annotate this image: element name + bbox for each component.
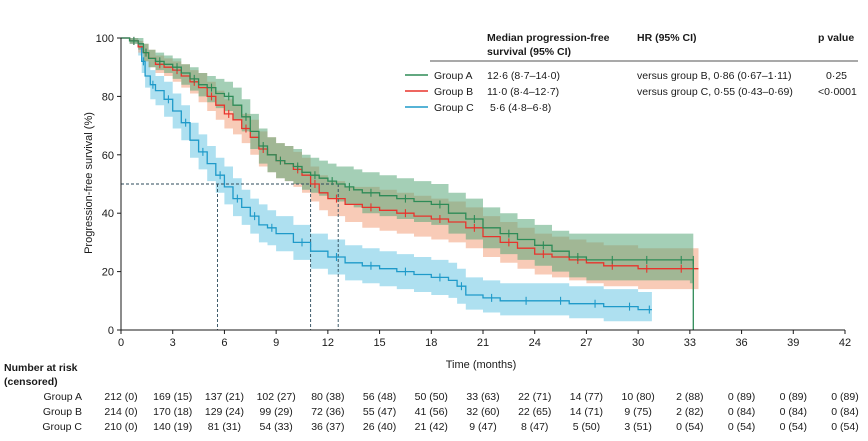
y-tick-label-3: 60 bbox=[102, 150, 114, 162]
risk-cell-group-c: 26 (40) bbox=[363, 421, 396, 433]
risk-label-group-a: Group A bbox=[43, 391, 82, 403]
risk-cell-group-a: 33 (63) bbox=[466, 391, 499, 403]
legend-p-group-a: 0·25 bbox=[826, 70, 847, 82]
risk-cell-group-c: 36 (37) bbox=[311, 421, 344, 433]
risk-cell-group-c: 0 (54) bbox=[728, 421, 755, 433]
y-tick-label-1: 20 bbox=[102, 267, 114, 279]
risk-table: Number at risk (censored) Group A Group … bbox=[4, 362, 859, 433]
risk-cell-group-a: 169 (15) bbox=[153, 391, 192, 403]
y-tick-label-2: 40 bbox=[102, 208, 114, 220]
legend-median-group-a: 12·6 (8·7–14·0) bbox=[487, 70, 560, 82]
risk-cell-group-b: 32 (60) bbox=[466, 406, 499, 418]
risk-cell-group-c: 21 (42) bbox=[415, 421, 448, 433]
risk-cell-group-a: 56 (48) bbox=[363, 391, 396, 403]
risk-cell-group-c: 54 (33) bbox=[260, 421, 293, 433]
risk-cell-group-c: 0 (54) bbox=[831, 421, 858, 433]
risk-cell-group-a: 212 (0) bbox=[104, 391, 137, 403]
ci-band-group-c bbox=[121, 38, 652, 322]
x-axis-label: Time (months) bbox=[446, 359, 517, 371]
risk-cell-group-c: 3 (51) bbox=[624, 421, 651, 433]
legend-p-group-b: <0·0001 bbox=[818, 86, 857, 98]
x-tick-label-8: 24 bbox=[529, 337, 541, 349]
risk-cell-group-a: 14 (77) bbox=[570, 391, 603, 403]
x-tick-label-2: 6 bbox=[221, 337, 227, 349]
risk-cell-group-b: 41 (56) bbox=[415, 406, 448, 418]
risk-cell-group-c: 9 (47) bbox=[469, 421, 496, 433]
risk-label-group-b: Group B bbox=[43, 406, 82, 418]
y-tick-label-0: 0 bbox=[108, 325, 114, 337]
survival-curves bbox=[121, 36, 699, 330]
legend-median-group-c: 5·6 (4·8–6·8) bbox=[490, 102, 551, 114]
legend-label-group-a: Group A bbox=[434, 70, 473, 82]
risk-cell-group-b: 0 (84) bbox=[728, 406, 755, 418]
legend-median-header-line1: Median progression-free bbox=[487, 32, 610, 44]
y-tick-label-5: 100 bbox=[96, 33, 114, 45]
confidence-bands bbox=[121, 38, 699, 330]
risk-cell-group-b: 55 (47) bbox=[363, 406, 396, 418]
x-tick-label-10: 30 bbox=[632, 337, 644, 349]
km-curve-group-a bbox=[121, 37, 694, 330]
legend-median-header-line2: survival (95% CI) bbox=[487, 46, 571, 58]
risk-cell-group-b: 0 (84) bbox=[780, 406, 807, 418]
risk-cell-group-a: 10 (80) bbox=[622, 391, 655, 403]
ci-band-group-a bbox=[121, 38, 694, 330]
x-tick-label-14: 42 bbox=[839, 337, 851, 349]
risk-cell-group-c: 140 (19) bbox=[153, 421, 192, 433]
risk-cell-group-b: 170 (18) bbox=[153, 406, 192, 418]
risk-cell-group-a: 102 (27) bbox=[257, 391, 296, 403]
x-tick-label-3: 9 bbox=[273, 337, 279, 349]
legend-hr-group-b: versus group C, 0·55 (0·43–0·69) bbox=[637, 86, 793, 98]
x-tick-label-4: 12 bbox=[322, 337, 334, 349]
risk-cell-group-c: 8 (47) bbox=[521, 421, 548, 433]
risk-cell-group-c: 0 (54) bbox=[780, 421, 807, 433]
legend-label-group-b: Group B bbox=[434, 86, 473, 98]
risk-cell-group-b: 14 (71) bbox=[570, 406, 603, 418]
legend-hr-group-a: versus group B, 0·86 (0·67–1·11) bbox=[637, 70, 791, 82]
km-curve-group-c bbox=[121, 37, 652, 311]
risk-label-group-c: Group C bbox=[42, 421, 82, 433]
legend-hr-header: HR (95% CI) bbox=[637, 32, 697, 44]
x-tick-label-9: 27 bbox=[580, 337, 592, 349]
risk-cell-group-c: 0 (54) bbox=[676, 421, 703, 433]
risk-title-line2: (censored) bbox=[4, 376, 58, 388]
risk-cell-group-c: 210 (0) bbox=[104, 421, 137, 433]
risk-cell-group-c: 5 (50) bbox=[573, 421, 600, 433]
risk-title-line1: Number at risk bbox=[4, 362, 78, 374]
x-tick-label-6: 18 bbox=[425, 337, 437, 349]
risk-cell-group-b: 22 (65) bbox=[518, 406, 551, 418]
legend-median-group-b: 11·0 (8·4–12·7) bbox=[487, 86, 559, 98]
risk-cell-group-c: 81 (31) bbox=[208, 421, 241, 433]
legend: Median progression-free survival (95% CI… bbox=[405, 32, 858, 114]
risk-cell-group-a: 22 (71) bbox=[518, 391, 551, 403]
x-tick-label-1: 3 bbox=[170, 337, 176, 349]
risk-cell-group-b: 129 (24) bbox=[205, 406, 244, 418]
km-curve-group-b bbox=[121, 37, 699, 270]
x-tick-label-12: 36 bbox=[735, 337, 747, 349]
risk-cell-group-b: 0 (84) bbox=[831, 406, 858, 418]
x-tick-label-13: 39 bbox=[787, 337, 799, 349]
risk-cell-group-a: 0 (89) bbox=[831, 391, 858, 403]
x-tick-label-7: 21 bbox=[477, 337, 489, 349]
risk-cell-group-b: 99 (29) bbox=[260, 406, 293, 418]
x-tick-label-0: 0 bbox=[118, 337, 124, 349]
y-tick-label-4: 80 bbox=[102, 91, 114, 103]
risk-cell-group-a: 2 (88) bbox=[676, 391, 703, 403]
risk-cell-group-b: 214 (0) bbox=[104, 406, 137, 418]
risk-cell-group-a: 0 (89) bbox=[780, 391, 807, 403]
legend-p-header: p value bbox=[818, 32, 854, 44]
risk-cell-group-a: 137 (21) bbox=[205, 391, 244, 403]
risk-cell-group-b: 72 (36) bbox=[311, 406, 344, 418]
y-axis-label: Progression-free survival (%) bbox=[83, 112, 95, 254]
legend-label-group-c: Group C bbox=[434, 102, 474, 114]
x-tick-label-5: 15 bbox=[373, 337, 385, 349]
risk-cell-group-b: 9 (75) bbox=[624, 406, 651, 418]
risk-cell-group-a: 80 (38) bbox=[311, 391, 344, 403]
risk-cell-group-a: 0 (89) bbox=[728, 391, 755, 403]
risk-cell-group-b: 2 (82) bbox=[676, 406, 703, 418]
risk-cell-group-a: 50 (50) bbox=[415, 391, 448, 403]
x-tick-label-11: 33 bbox=[684, 337, 696, 349]
